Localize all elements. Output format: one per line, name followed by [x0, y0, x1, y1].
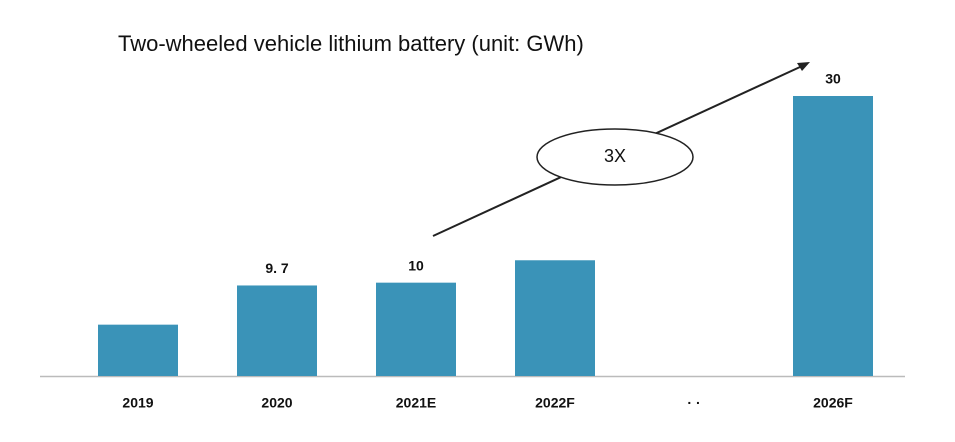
bar — [515, 260, 595, 376]
x-tick-label: · · — [687, 395, 700, 411]
bar — [376, 282, 456, 376]
x-tick-label: 2022F — [535, 395, 575, 411]
data-label: 9. 7 — [265, 260, 289, 276]
data-label: 30 — [825, 71, 841, 87]
x-tick-label: 2021E — [396, 395, 436, 411]
x-tick-label: 2020 — [261, 395, 292, 411]
data-label: 10 — [408, 257, 424, 273]
x-tick-label: 2026F — [813, 395, 853, 411]
bar — [237, 285, 317, 376]
chart-title: Two-wheeled vehicle lithium battery (uni… — [118, 31, 584, 56]
bar — [98, 324, 178, 376]
x-tick-label: 2019 — [122, 395, 153, 411]
annotation: 3X — [604, 146, 626, 166]
bar — [793, 96, 873, 376]
arrow-head — [797, 62, 810, 71]
annotation-ellipse — [536, 128, 694, 186]
